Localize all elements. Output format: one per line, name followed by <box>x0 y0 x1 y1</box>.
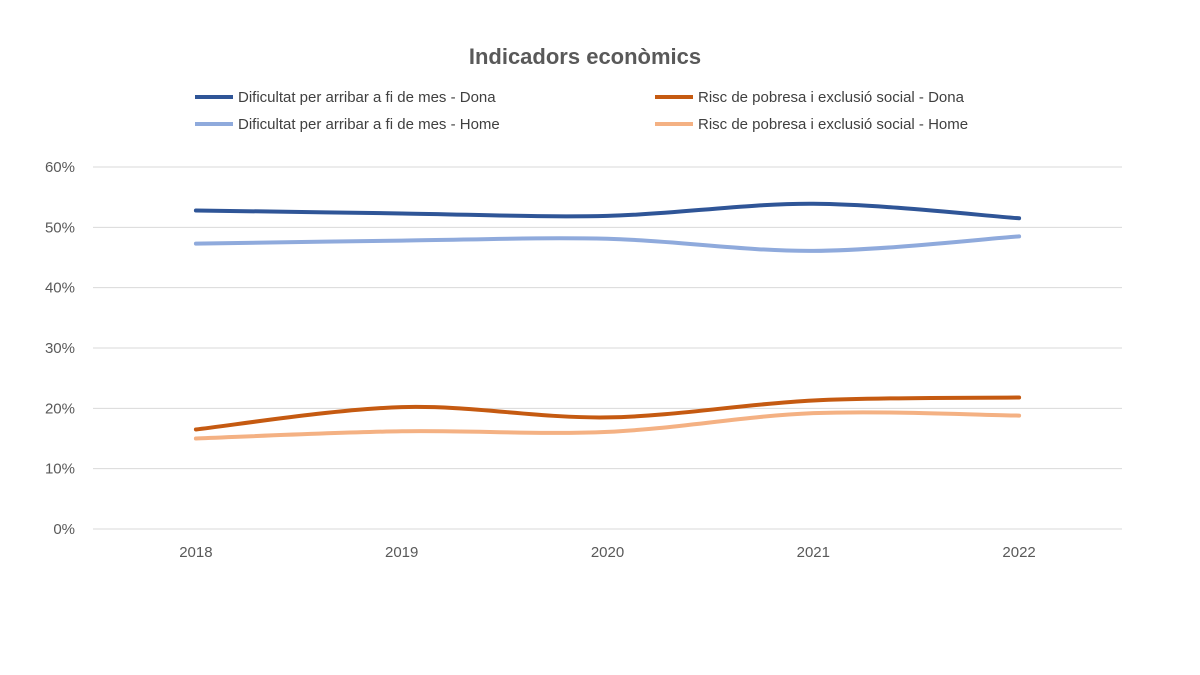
chart-title: Indicadors econòmics <box>469 44 701 69</box>
y-tick-label: 50% <box>45 219 75 236</box>
x-axis-ticks: 2018 2019 2020 2021 2022 <box>179 544 1036 561</box>
series-line <box>193 201 1022 221</box>
legend-item-home-dificultat: Dificultat per arribar a fi de mes - Hom… <box>195 116 500 133</box>
x-tick-label: 2019 <box>385 544 418 561</box>
series-line <box>193 395 1022 432</box>
series-line <box>193 234 1022 253</box>
x-tick-label: 2022 <box>1002 544 1035 561</box>
legend: Dificultat per arribar a fi de mes - Don… <box>195 89 968 133</box>
x-tick-label: 2021 <box>797 544 830 561</box>
legend-item-home-risc: Risc de pobresa i exclusió social - Home <box>655 116 968 133</box>
x-tick-label: 2018 <box>179 544 212 561</box>
y-tick-label: 20% <box>45 400 75 417</box>
gridlines <box>93 166 1122 530</box>
legend-label: Risc de pobresa i exclusió social - Home <box>698 116 968 133</box>
y-axis-ticks: 0% 10% 20% 30% 40% 50% 60% <box>45 159 75 538</box>
legend-label: Risc de pobresa i exclusió social - Dona <box>698 89 965 106</box>
series-lines <box>193 201 1022 441</box>
y-tick-label: 40% <box>45 280 75 297</box>
x-tick-label: 2020 <box>591 544 624 561</box>
legend-item-dona-dificultat: Dificultat per arribar a fi de mes - Don… <box>195 89 496 106</box>
legend-label: Dificultat per arribar a fi de mes - Hom… <box>238 116 500 133</box>
y-tick-label: 10% <box>45 461 75 478</box>
y-tick-label: 0% <box>53 521 75 538</box>
series-line <box>193 410 1022 441</box>
legend-label: Dificultat per arribar a fi de mes - Don… <box>238 89 496 106</box>
legend-item-dona-risc: Risc de pobresa i exclusió social - Dona <box>655 89 965 106</box>
y-tick-label: 60% <box>45 159 75 176</box>
y-tick-label: 30% <box>45 340 75 357</box>
